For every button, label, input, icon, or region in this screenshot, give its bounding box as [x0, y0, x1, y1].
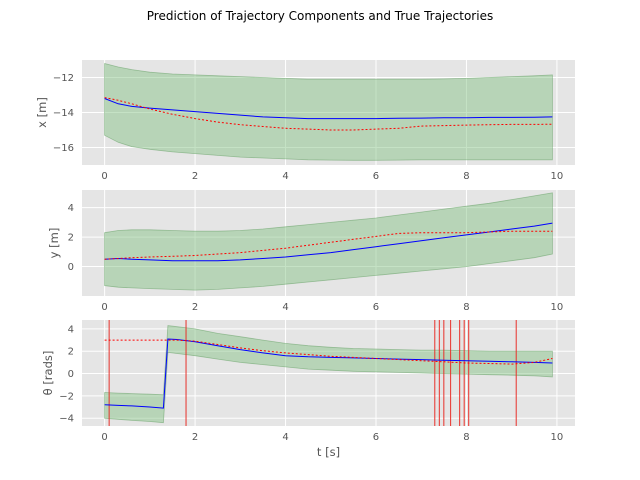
- true-trajectory-line: [104, 338, 553, 409]
- x-tick-label: 0: [101, 302, 107, 313]
- x-tick-label: 10: [551, 432, 564, 443]
- predicted-trajectory-line: [104, 97, 553, 131]
- y-axis-label: y [m]: [47, 228, 61, 259]
- x-tick-label: 2: [192, 302, 198, 313]
- y-tick-label: −12: [53, 73, 74, 84]
- y-tick-label: −2: [59, 391, 74, 402]
- x-tick-label: 2: [192, 432, 198, 443]
- confidence-band: [104, 192, 553, 291]
- true-trajectory-line: [104, 222, 553, 262]
- y-tick-label: 2: [68, 347, 74, 358]
- x-tick-label: 10: [551, 171, 564, 182]
- x-tick-label: 8: [463, 302, 469, 313]
- y-tick-label: −16: [53, 143, 74, 154]
- plot-layer: [104, 192, 553, 291]
- x-tick-label: 6: [373, 171, 379, 182]
- y-tick-label: 4: [68, 324, 74, 335]
- x-tick-label: 4: [282, 171, 288, 182]
- x-tick-label: 2: [192, 171, 198, 182]
- y-tick-label: 4: [68, 203, 74, 214]
- x-tick-label: 8: [463, 171, 469, 182]
- plot-layer: [104, 62, 553, 161]
- y-tick-label: 0: [68, 369, 74, 380]
- x-tick-label: 8: [463, 432, 469, 443]
- x-tick-label: 4: [282, 432, 288, 443]
- subplot-theta: 0 2 4 6 8 10 4 2 0 −2 −4 θ [rads] t [s]: [41, 320, 575, 459]
- confidence-band: [104, 62, 553, 161]
- true-trajectory-line: [104, 98, 553, 120]
- x-tick-label: 0: [101, 432, 107, 443]
- y-tick-label: −14: [53, 108, 74, 119]
- y-tick-label: −4: [59, 414, 74, 425]
- y-tick-label: 2: [68, 233, 74, 244]
- subplot-y: 0 2 4 6 8 10 4 2 0 y [m]: [47, 190, 575, 313]
- x-tick-label: 6: [373, 302, 379, 313]
- x-tick-label: 6: [373, 432, 379, 443]
- subplot-x: 0 2 4 6 8 10 −12 −14 −16 x [m]: [35, 60, 575, 182]
- x-tick-label: 0: [101, 171, 107, 182]
- x-tick-label: 10: [551, 302, 564, 313]
- y-axis-label: θ [rads]: [41, 351, 55, 396]
- predicted-trajectory-line: [104, 339, 553, 365]
- y-tick-label: 0: [68, 262, 74, 273]
- x-axis-label: t [s]: [317, 445, 340, 459]
- confidence-band: [104, 325, 553, 424]
- x-tick-label: 4: [282, 302, 288, 313]
- y-axis-label: x [m]: [35, 97, 49, 128]
- plot-layer: [104, 320, 553, 426]
- figure-title: Prediction of Trajectory Components and …: [147, 9, 493, 23]
- predicted-trajectory-line: [104, 230, 553, 260]
